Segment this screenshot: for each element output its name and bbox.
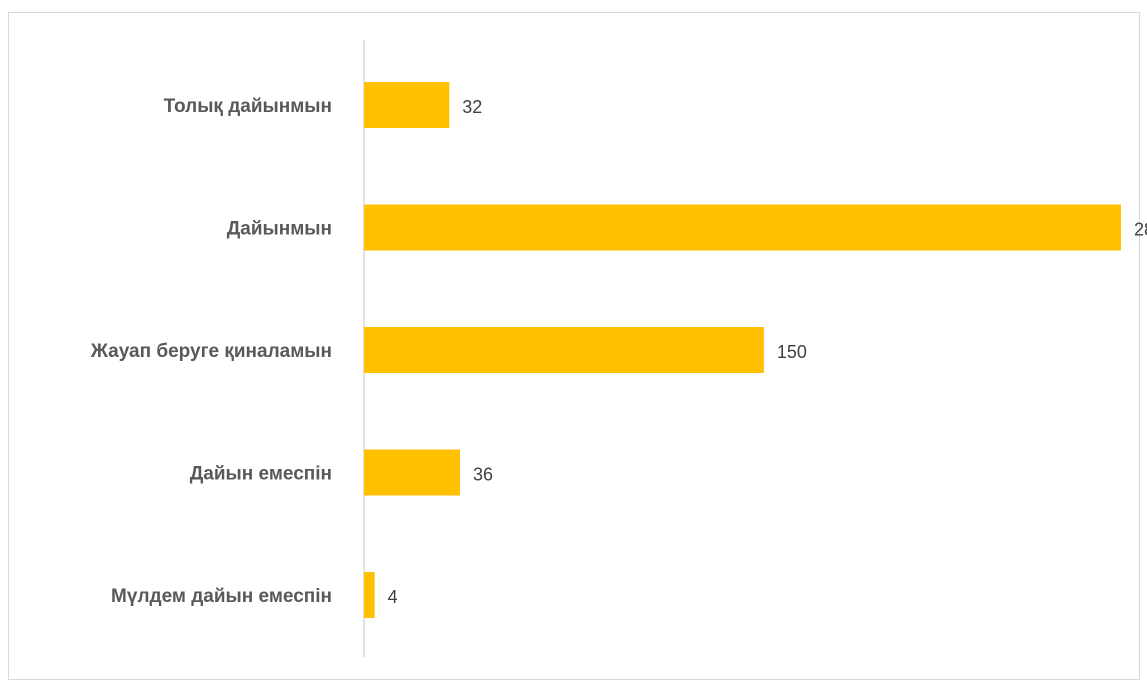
bar-5 bbox=[364, 572, 375, 618]
data-label-2: 284 bbox=[1134, 220, 1147, 240]
category-label-4: Дайын емеспін bbox=[190, 464, 332, 485]
category-labels: Толық дайынмын Дайынмын Жауап беруге қинал… bbox=[90, 96, 332, 607]
data-label-1: 32 bbox=[462, 97, 482, 117]
data-label-5: 4 bbox=[388, 587, 398, 607]
category-label-1: Толық дайынмын bbox=[164, 96, 332, 117]
data-labels: 32 284 150 36 4 bbox=[388, 97, 1147, 607]
category-label-2: Дайынмын bbox=[227, 219, 332, 240]
bar-1 bbox=[364, 82, 450, 128]
category-label-3: Жауап беруге қиналамын bbox=[90, 341, 332, 362]
bar-4 bbox=[364, 449, 460, 496]
bar-2 bbox=[364, 204, 1121, 251]
bars-group bbox=[364, 82, 1121, 618]
data-label-4: 36 bbox=[473, 465, 493, 485]
data-label-3: 150 bbox=[777, 342, 807, 362]
bar-3 bbox=[364, 327, 764, 373]
category-label-5: Мүлдем дайын емеспін bbox=[111, 586, 332, 607]
